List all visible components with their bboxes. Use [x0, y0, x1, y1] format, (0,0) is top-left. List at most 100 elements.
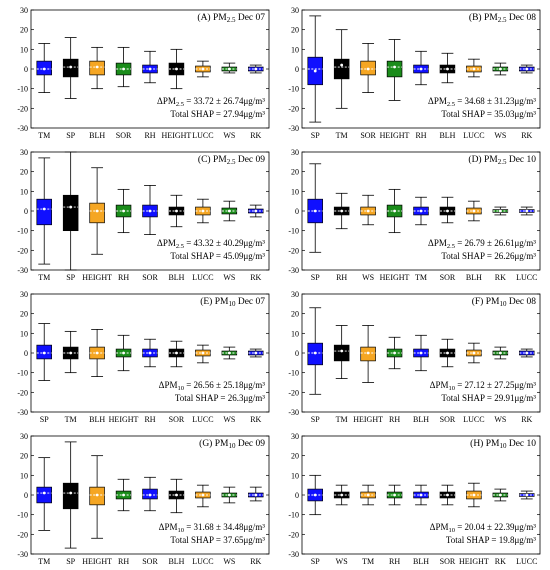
mean-marker	[313, 351, 317, 355]
mean-marker	[446, 209, 449, 213]
panel-h: -30 -20 -10 0 10 20 30 SP WS TM RH BLH SOR HEIGHT RK LU…	[288, 432, 541, 566]
mean-marker	[227, 351, 231, 355]
y-tick-label: 0	[24, 207, 28, 216]
y-tick-label: -20	[288, 388, 299, 397]
mean-marker	[175, 351, 178, 355]
y-tick-label: -20	[288, 104, 299, 113]
box-sp	[62, 194, 79, 232]
y-tick-label: -30	[17, 550, 28, 559]
panel-title: (H) PM10 Dec 10	[470, 438, 536, 450]
mean-marker	[42, 207, 46, 211]
x-tick-label: WS	[223, 273, 235, 282]
mean-marker	[525, 351, 529, 355]
x-tick-label: RK	[250, 273, 261, 282]
mean-marker	[498, 67, 502, 71]
x-tick-label: LUCC	[463, 415, 484, 424]
x-tick-label: SOR	[142, 557, 158, 566]
panel-g: -30 -20 -10 0 10 20 30 TM SP HEIGHT RH SOR BLH LUCC WS…	[17, 432, 270, 566]
delta-pm-stat: ΔPM2.5 = 34.68 ± 31.23μg/m³	[428, 96, 536, 108]
mean-marker	[69, 351, 73, 355]
panel-b: -30 -20 -10 0 10 20 30 SP TM SOR HEIGHT RH BLH LUCC WS…	[288, 6, 541, 140]
total-shap-stat: Total SHAP = 29.91μg/m³	[441, 393, 536, 403]
mean-marker	[525, 493, 529, 497]
mean-marker	[148, 351, 152, 355]
panel-title: (G) PM10 Dec 09	[199, 438, 265, 450]
mean-marker	[175, 493, 178, 497]
x-tick-label: HEIGHT	[380, 273, 410, 282]
x-tick-label: LUCC	[516, 557, 537, 566]
x-tick-label: TM	[65, 415, 77, 424]
panel-title: (D) PM2.5 Dec 10	[468, 154, 536, 166]
x-tick-label: LUCC	[192, 273, 213, 282]
mean-marker	[254, 67, 258, 71]
box-height	[386, 60, 403, 78]
mean-marker	[254, 351, 258, 355]
total-shap-stat: Total SHAP = 37.65μg/m³	[170, 535, 265, 545]
x-tick-label: RK	[521, 131, 532, 140]
total-shap-stat: Total SHAP = 35.03μg/m³	[441, 109, 536, 119]
y-tick-label: 10	[20, 471, 28, 480]
delta-pm-stat: ΔPM10 = 26.56 ± 25.18μg/m³	[159, 380, 266, 392]
y-tick-label: -10	[288, 85, 299, 94]
x-tick-label: RH	[118, 557, 129, 566]
x-tick-label: WS	[494, 131, 506, 140]
y-tick-label: -10	[288, 227, 299, 236]
mean-marker	[148, 67, 152, 71]
y-tick-label: -30	[17, 124, 28, 133]
mean-marker	[446, 351, 449, 355]
delta-pm-stat: ΔPM2.5 = 43.32 ± 40.29μg/m³	[157, 238, 265, 250]
x-tick-label: BLH	[466, 273, 482, 282]
x-tick-label: BLH	[89, 415, 105, 424]
y-tick-label: -30	[288, 550, 299, 559]
mean-marker	[446, 67, 449, 71]
x-tick-label: SP	[311, 557, 320, 566]
x-tick-label: TM	[415, 273, 427, 282]
total-shap-stat: Total SHAP = 26.3μg/m³	[175, 393, 265, 403]
y-tick-label: 10	[20, 45, 28, 54]
y-tick-label: 20	[291, 168, 299, 177]
mean-marker	[175, 67, 178, 71]
mean-marker	[340, 349, 344, 353]
panel-c: -30 -20 -10 0 10 20 30 TM SP HEIGHT RH SOR BLH LUCC WS…	[17, 148, 270, 282]
y-tick-label: 0	[295, 349, 299, 358]
mean-marker	[313, 69, 317, 73]
y-tick-label: 30	[291, 148, 299, 157]
mean-marker	[472, 67, 476, 71]
x-tick-label: RK	[521, 415, 532, 424]
mean-marker	[393, 209, 396, 213]
x-tick-label: SOR	[440, 557, 456, 566]
mean-marker	[472, 351, 476, 355]
x-tick-label: LUCC	[516, 273, 537, 282]
mean-marker	[419, 67, 423, 71]
y-tick-label: -10	[17, 511, 28, 520]
panel-e: -30 -20 -10 0 10 20 30 SP TM BLH HEIGHT RH SOR LUCC WS…	[17, 290, 270, 424]
y-tick-label: -30	[288, 124, 299, 133]
panel-d: -30 -20 -10 0 10 20 30 SP RH WS HEIGHT TM SOR BLH RK LU…	[288, 148, 541, 282]
x-tick-label: RK	[495, 273, 506, 282]
x-tick-label: LUCC	[192, 415, 213, 424]
mean-marker	[525, 209, 529, 213]
x-tick-label: HEIGHT	[82, 273, 112, 282]
x-tick-label: SP	[311, 273, 320, 282]
x-tick-label: SOR	[116, 131, 132, 140]
y-tick-label: -30	[288, 266, 299, 275]
mean-marker	[42, 491, 46, 495]
box-sp	[62, 482, 79, 510]
y-tick-label: 10	[291, 45, 299, 54]
x-tick-label: LUCC	[192, 557, 213, 566]
x-tick-label: RK	[495, 557, 506, 566]
y-tick-label: -10	[288, 369, 299, 378]
mean-marker	[122, 209, 125, 213]
x-tick-label: TM	[336, 131, 348, 140]
y-tick-label: 10	[20, 187, 28, 196]
x-tick-label: RH	[144, 131, 155, 140]
x-tick-label: RH	[118, 273, 129, 282]
y-tick-label: -30	[17, 266, 28, 275]
x-tick-label: WS	[223, 415, 235, 424]
y-tick-label: -10	[17, 369, 28, 378]
x-tick-label: BLH	[168, 557, 184, 566]
y-tick-label: -30	[288, 408, 299, 417]
x-tick-label: RH	[415, 131, 426, 140]
mean-marker	[42, 67, 46, 71]
